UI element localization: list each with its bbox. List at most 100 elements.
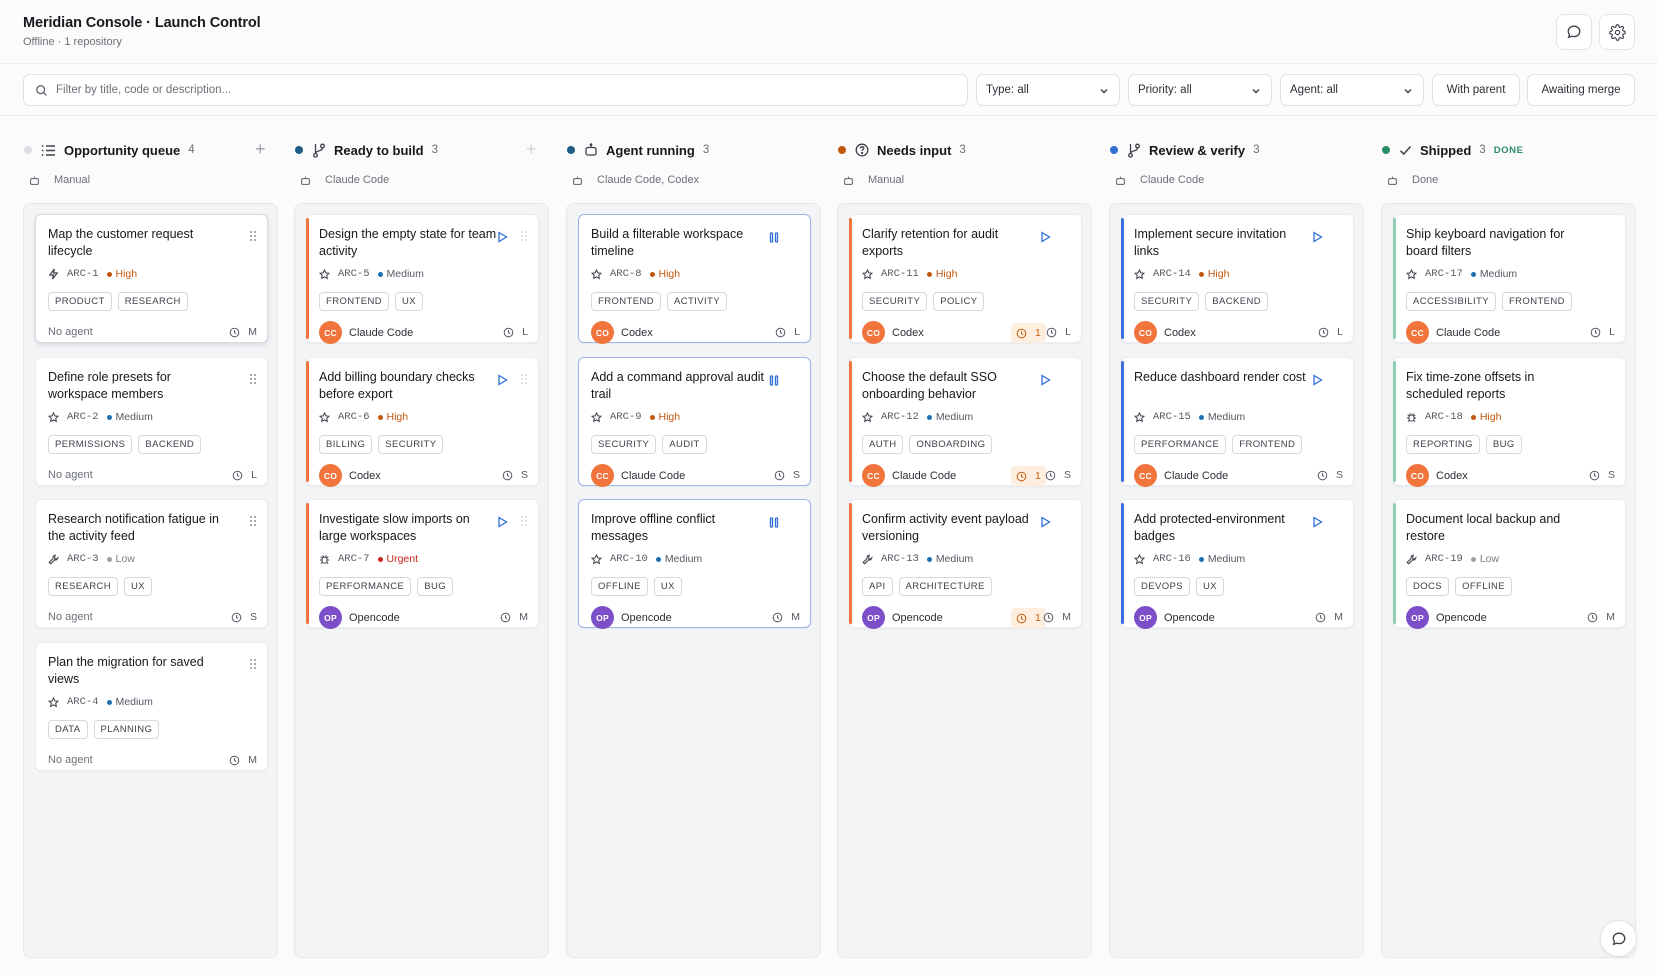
- drag-handle-icon[interactable]: [249, 229, 257, 247]
- task-card[interactable]: Plan the migration for saved views ARC-4 M…: [35, 642, 268, 771]
- tag: ACCESSIBILITY: [1406, 292, 1496, 311]
- task-card[interactable]: Build a filterable workspace timeline ARC…: [578, 214, 811, 344]
- drag-handle-icon[interactable]: [520, 372, 528, 390]
- play-icon[interactable]: [1312, 515, 1323, 533]
- task-card[interactable]: Confirm activity event payload versionin…: [849, 499, 1082, 629]
- drag-handle-icon[interactable]: [249, 514, 257, 532]
- task-card[interactable]: Add a command approval audit trail ARC-9 H…: [578, 357, 811, 487]
- card-agent: OP Opencode: [1406, 606, 1487, 629]
- estimate-size: S: [1063, 469, 1071, 481]
- with-parent-toggle[interactable]: With parent: [1432, 74, 1520, 106]
- tag-list: PRODUCT RESEARCH: [48, 292, 194, 311]
- needs-input-badge[interactable]: 1: [1011, 323, 1046, 343]
- drag-handle-icon[interactable]: [249, 372, 257, 390]
- agent-filter-select[interactable]: Agent: all: [1280, 74, 1424, 106]
- column-title: Review & verify: [1149, 142, 1246, 158]
- pause-icon[interactable]: [769, 230, 779, 248]
- status-dot: [1382, 146, 1390, 154]
- card-title: Research notification fatigue in the act…: [48, 512, 219, 543]
- tag-list: PERMISSIONS BACKEND: [48, 435, 207, 454]
- column-title: Shipped: [1420, 142, 1472, 158]
- play-icon[interactable]: [497, 373, 508, 391]
- type-filter-select[interactable]: Type: all: [976, 74, 1120, 106]
- search-input[interactable]: [56, 75, 956, 105]
- task-card[interactable]: Implement secure invitation links ARC-14 H…: [1121, 214, 1354, 344]
- task-card[interactable]: Design the empty state for team activity…: [306, 214, 539, 344]
- clock-icon: [1045, 470, 1060, 481]
- drag-handle-icon[interactable]: [520, 229, 528, 247]
- estimate: S: [774, 469, 800, 481]
- branch-icon: [1127, 143, 1141, 158]
- agent-name: Opencode: [621, 611, 672, 624]
- chevron-down-icon: [1100, 89, 1108, 94]
- agent-name: Codex: [1164, 326, 1196, 339]
- chat-button[interactable]: [1556, 14, 1592, 50]
- tag: FRONTEND: [319, 292, 389, 311]
- settings-button[interactable]: [1599, 14, 1635, 50]
- tag: PRODUCT: [48, 292, 112, 311]
- play-icon[interactable]: [1040, 373, 1051, 391]
- pause-icon[interactable]: [769, 373, 779, 391]
- card-agent: CO Codex: [591, 321, 653, 344]
- task-card[interactable]: Define role presets for workspace member…: [35, 357, 268, 486]
- task-card[interactable]: Clarify retention for audit exports ARC-1…: [849, 214, 1082, 344]
- pause-icon[interactable]: [769, 515, 779, 533]
- avatar: OP: [1406, 606, 1429, 629]
- column-header-opportunity-queue: Opportunity queue 4: [24, 140, 195, 160]
- task-card[interactable]: Map the customer request lifecycle ARC-1 H…: [35, 214, 268, 343]
- card-meta: ARC-17 Medium: [1406, 268, 1517, 280]
- needs-input-badge[interactable]: 1: [1011, 608, 1046, 628]
- priority-dot: [1470, 556, 1476, 562]
- task-card[interactable]: Investigate slow imports on large worksp…: [306, 499, 539, 629]
- play-icon[interactable]: [1312, 230, 1323, 248]
- no-agent-label: No agent: [48, 754, 93, 766]
- play-icon[interactable]: [1312, 373, 1323, 391]
- task-card[interactable]: Research notification fatigue in the act…: [35, 499, 268, 628]
- task-card[interactable]: Improve offline conflict messages ARC-10 M…: [578, 499, 811, 629]
- column-ready-to-build: Design the empty state for team activity…: [294, 203, 549, 958]
- priority-filter-select[interactable]: Priority: all: [1128, 74, 1272, 106]
- chat-fab-button[interactable]: [1600, 920, 1637, 957]
- card-meta: ARC-16 Medium: [1134, 553, 1245, 565]
- task-card[interactable]: Choose the default SSO onboarding behavi…: [849, 357, 1082, 487]
- card-title: Add protected-environment badges: [1134, 512, 1285, 543]
- priority-label: High: [386, 411, 409, 423]
- task-card[interactable]: Add billing boundary checks before expor…: [306, 357, 539, 487]
- card-agent: CO Codex: [1134, 321, 1196, 344]
- card-code: ARC-7: [338, 553, 370, 565]
- play-icon[interactable]: [1040, 230, 1051, 248]
- drag-handle-icon[interactable]: [520, 514, 528, 532]
- play-icon[interactable]: [1040, 515, 1051, 533]
- card-title: Confirm activity event payload versionin…: [862, 512, 1029, 543]
- card-meta: ARC-5 Medium: [319, 268, 424, 280]
- estimate: L: [1318, 326, 1343, 338]
- agent-name: Claude Code: [1436, 326, 1501, 339]
- needs-input-badge[interactable]: 1: [1011, 466, 1046, 486]
- play-icon[interactable]: [497, 230, 508, 248]
- drag-handle-icon[interactable]: [249, 657, 257, 675]
- task-card[interactable]: Reduce dashboard render cost ARC-15 Medium…: [1121, 357, 1354, 487]
- task-card[interactable]: Document local backup and restore ARC-19 L…: [1393, 499, 1626, 629]
- status-accent-bar: [306, 503, 309, 624]
- task-card[interactable]: Fix time-zone offsets in scheduled repor…: [1393, 357, 1626, 487]
- status-accent-bar: [849, 503, 852, 624]
- estimate: M: [500, 611, 528, 623]
- priority-label: Medium: [664, 553, 703, 565]
- add-card-button[interactable]: +: [526, 139, 537, 159]
- estimate: L: [232, 469, 257, 481]
- agent-name: Claude Code: [349, 326, 414, 339]
- priority-dot: [1470, 414, 1476, 420]
- play-icon[interactable]: [497, 515, 508, 533]
- search-icon: [36, 85, 47, 96]
- task-card[interactable]: Add protected-environment badges ARC-16 Me…: [1121, 499, 1354, 629]
- tag-list: DATA PLANNING: [48, 720, 165, 739]
- tag: OFFLINE: [591, 577, 648, 596]
- task-card[interactable]: Ship keyboard navigation for board filte…: [1393, 214, 1626, 344]
- list-icon: [41, 144, 56, 157]
- add-card-button[interactable]: +: [255, 139, 266, 159]
- agent-name: Claude Code: [1164, 469, 1229, 482]
- wrench-icon: [862, 554, 873, 565]
- awaiting-merge-toggle[interactable]: Awaiting merge: [1527, 74, 1635, 106]
- card-title: Fix time-zone offsets in scheduled repor…: [1406, 370, 1535, 401]
- priority-dot: [649, 271, 655, 277]
